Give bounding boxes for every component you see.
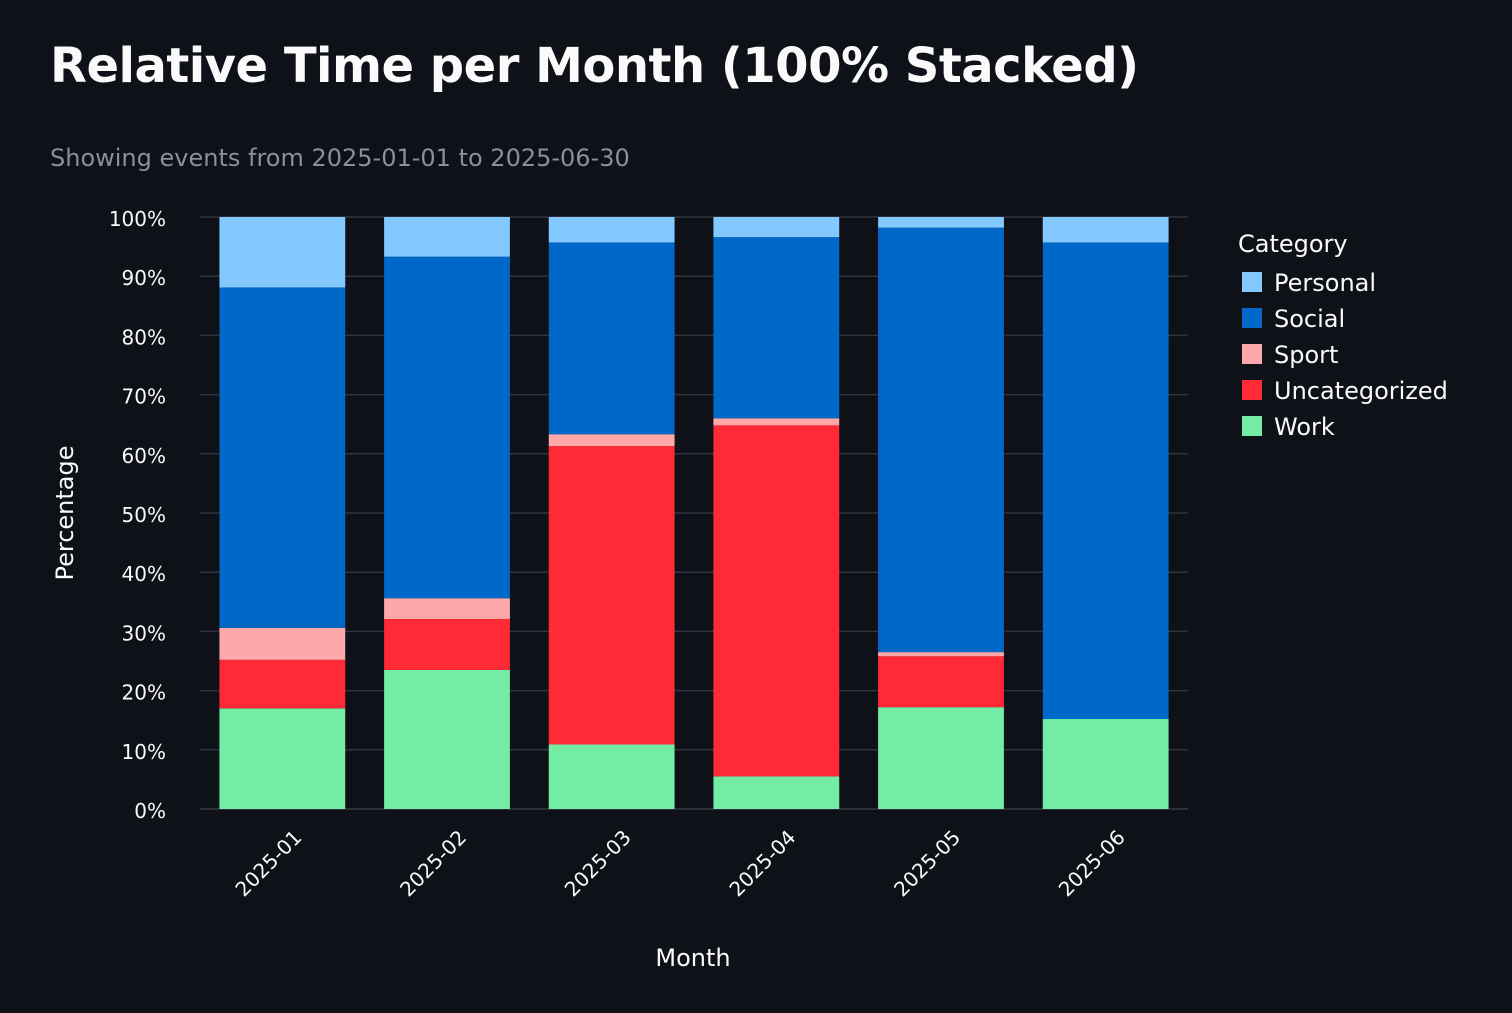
bar-segment-sport-2025-01[interactable] — [219, 627, 346, 660]
legend-swatch — [1242, 272, 1262, 292]
bar-segment-sport-2025-04[interactable] — [713, 418, 840, 426]
legend-label: Uncategorized — [1274, 377, 1448, 405]
bar-segment-sport-2025-02[interactable] — [384, 598, 510, 619]
bar-segment-social-2025-03[interactable] — [548, 242, 675, 435]
legend-label: Personal — [1274, 269, 1376, 297]
x-tick-label: 2025-02 — [395, 825, 471, 901]
y-tick-label: 80% — [122, 325, 166, 349]
legend-swatch — [1242, 380, 1262, 400]
bar-segment-personal-2025-04[interactable] — [713, 217, 840, 238]
x-tick-label: 2025-06 — [1054, 825, 1130, 901]
y-tick-label: 40% — [122, 562, 166, 586]
y-tick-label: 60% — [122, 444, 166, 468]
bar-stack-2025-05[interactable] — [878, 217, 1004, 809]
y-tick-label: 70% — [122, 385, 166, 409]
grid-lines — [200, 216, 1188, 810]
bar-segment-uncategorized-2025-03[interactable] — [548, 446, 675, 745]
x-tick-label: 2025-01 — [230, 825, 306, 901]
bar-segment-work-2025-04[interactable] — [713, 776, 840, 809]
bar-segment-work-2025-03[interactable] — [548, 744, 675, 809]
y-tick-label: 90% — [122, 266, 166, 290]
legend-label: Social — [1274, 305, 1345, 333]
bar-stack-2025-01[interactable] — [219, 217, 346, 809]
bar-segment-social-2025-05[interactable] — [878, 227, 1004, 653]
bar-stacks[interactable] — [219, 217, 1169, 809]
y-tick-label: 0% — [134, 799, 166, 823]
bar-segment-personal-2025-03[interactable] — [548, 217, 675, 243]
bar-segment-work-2025-05[interactable] — [878, 707, 1004, 809]
bar-stack-2025-06[interactable] — [1042, 217, 1169, 809]
bar-segment-personal-2025-05[interactable] — [878, 217, 1004, 228]
legend-swatch — [1242, 344, 1262, 364]
page-subtitle: Showing events from 2025-01-01 to 2025-0… — [50, 144, 630, 172]
bar-segment-sport-2025-03[interactable] — [548, 434, 675, 447]
legend-title: Category — [1238, 230, 1348, 258]
legend-swatch — [1242, 308, 1262, 328]
y-tick-label: 50% — [122, 503, 166, 527]
bar-segment-uncategorized-2025-05[interactable] — [878, 656, 1004, 708]
page-title: Relative Time per Month (100% Stacked) — [50, 38, 1139, 94]
legend[interactable]: Category Personal Social Sport Uncategorize… — [1238, 230, 1448, 441]
bar-segment-social-2025-02[interactable] — [384, 256, 510, 599]
y-axis-ticks: 0% 10% 20% 30% 40% 50% 60% 70% 80% 90% 100% — [109, 207, 166, 823]
legend-label: Work — [1274, 413, 1335, 441]
legend-item-sport[interactable]: Sport — [1242, 341, 1338, 369]
legend-label: Sport — [1274, 341, 1338, 369]
x-tick-label: 2025-05 — [889, 825, 965, 901]
bar-segment-social-2025-06[interactable] — [1042, 242, 1169, 720]
bar-segment-work-2025-01[interactable] — [219, 708, 346, 809]
bar-segment-social-2025-04[interactable] — [713, 237, 840, 419]
bar-segment-uncategorized-2025-01[interactable] — [219, 659, 346, 709]
bar-segment-uncategorized-2025-02[interactable] — [384, 618, 510, 670]
x-tick-label: 2025-04 — [724, 825, 800, 901]
y-axis-title: Percentage — [51, 445, 79, 580]
bar-stack-2025-02[interactable] — [384, 217, 510, 809]
legend-item-work[interactable]: Work — [1242, 413, 1335, 441]
x-axis-title: Month — [655, 944, 730, 972]
bar-segment-sport-2025-05[interactable] — [878, 652, 1004, 657]
legend-item-personal[interactable]: Personal — [1242, 269, 1376, 297]
bar-stack-2025-04[interactable] — [713, 217, 840, 809]
y-tick-label: 20% — [122, 681, 166, 705]
bar-segment-personal-2025-02[interactable] — [384, 217, 510, 257]
bar-segment-personal-2025-06[interactable] — [1042, 217, 1169, 243]
y-tick-label: 10% — [122, 740, 166, 764]
y-tick-label: 100% — [109, 207, 166, 231]
legend-swatch — [1242, 416, 1262, 436]
bar-segment-uncategorized-2025-04[interactable] — [713, 425, 840, 777]
x-axis-ticks: 2025-01 2025-02 2025-03 2025-04 2025-05 2025-… — [230, 825, 1129, 901]
bar-segment-social-2025-01[interactable] — [219, 287, 346, 628]
bar-segment-work-2025-06[interactable] — [1042, 719, 1169, 809]
x-tick-label: 2025-03 — [560, 825, 636, 901]
bar-segment-work-2025-02[interactable] — [384, 669, 510, 809]
bar-stack-2025-03[interactable] — [548, 217, 675, 809]
y-tick-label: 30% — [122, 621, 166, 645]
bar-segment-personal-2025-01[interactable] — [219, 217, 346, 288]
legend-item-social[interactable]: Social — [1242, 305, 1345, 333]
legend-item-uncategorized[interactable]: Uncategorized — [1242, 377, 1448, 405]
